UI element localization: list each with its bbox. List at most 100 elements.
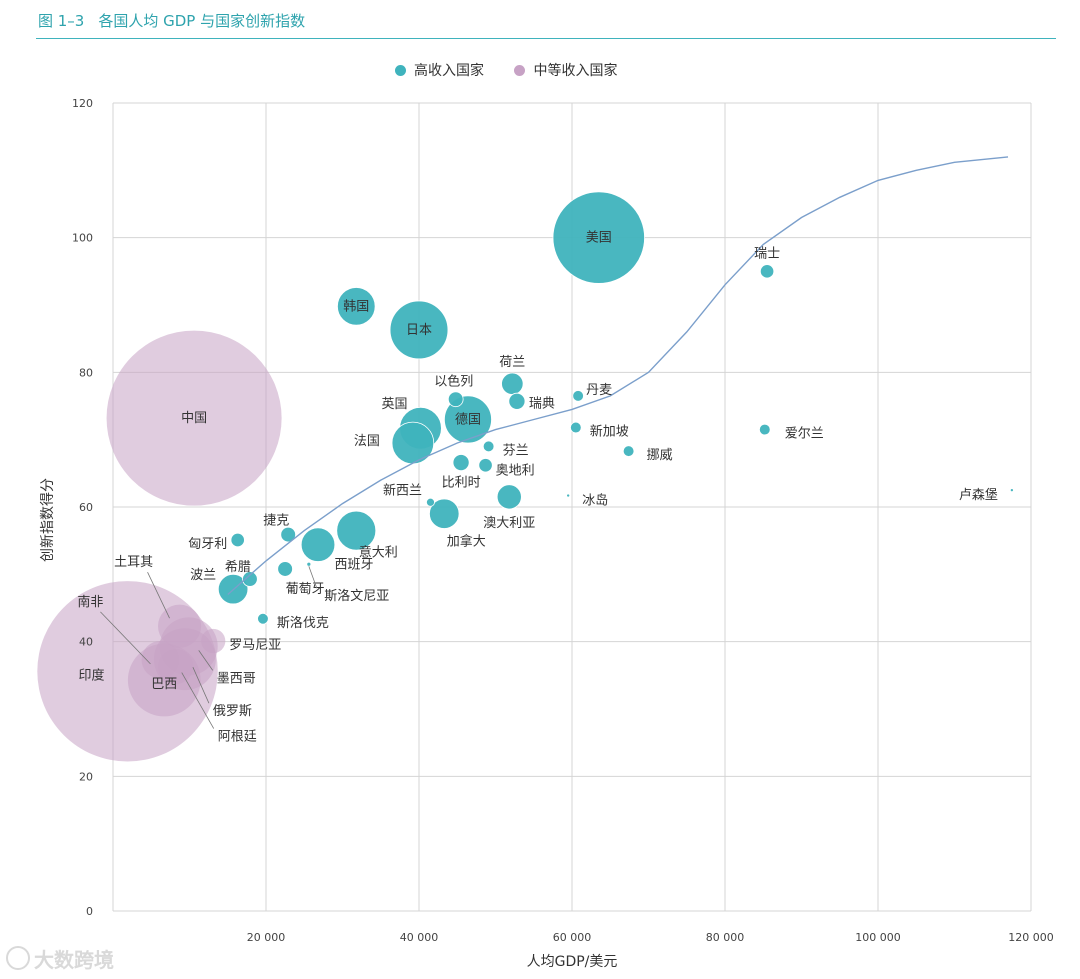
bubble-阿根廷 xyxy=(158,649,194,685)
axis-layer: 0 20 40 60 80 100 120 20 000 40 000 60 000 80 000 1… xyxy=(39,97,1054,970)
y-tick-label-3: 60 xyxy=(79,501,93,514)
bubble-德国 xyxy=(443,395,492,444)
bubble-label-英国: 英国 xyxy=(381,397,407,412)
bubble-土耳其 xyxy=(158,604,202,648)
bubble-label-波兰: 波兰 xyxy=(190,568,216,583)
x-tick-label-0: 20 000 xyxy=(247,931,286,944)
bubble-挪威 xyxy=(622,445,635,457)
bubble-斯洛伐克 xyxy=(257,612,269,625)
bubble-label-法国: 法国 xyxy=(354,434,380,449)
figure-header: 图 1–3 各国人均 GDP 与国家创新指数 xyxy=(36,4,1056,39)
bubble-荷兰 xyxy=(501,372,524,395)
bubble-label-荷兰: 荷兰 xyxy=(499,355,525,370)
bubble-新加坡 xyxy=(570,421,582,434)
legend-label-middle-income: 中等收入国家 xyxy=(533,63,618,79)
bubble-中国 xyxy=(106,330,282,506)
bubble-瑞典 xyxy=(508,392,526,410)
watermark-logo-icon xyxy=(6,946,30,970)
bubble-意大利 xyxy=(336,510,377,551)
bubble-label-新西兰: 新西兰 xyxy=(383,482,422,498)
bubble-丹麦 xyxy=(572,390,584,402)
bubble-罗马尼亚 xyxy=(201,628,226,654)
bubble-捷克 xyxy=(280,526,296,543)
trend-curve-layer xyxy=(227,156,1009,596)
bubble-label-斯洛伐克: 斯洛伐克 xyxy=(277,616,329,631)
bubble-比利时 xyxy=(452,454,470,472)
bubble-label-加拿大: 加拿大 xyxy=(447,534,486,550)
bubble-label-俄罗斯: 俄罗斯 xyxy=(213,704,252,719)
figure-title: 图 1–3 各国人均 GDP 与国家创新指数 xyxy=(38,10,305,31)
bubble-卢森堡 xyxy=(1009,488,1014,493)
bubble-label-罗马尼亚: 罗马尼亚 xyxy=(229,638,281,653)
figure-title-text: 各国人均 GDP 与国家创新指数 xyxy=(98,12,306,30)
leader-line-阿根廷 xyxy=(181,672,215,729)
bubble-layer xyxy=(37,191,1014,762)
leader-line-土耳其 xyxy=(147,572,170,619)
bubble-label-芬兰: 芬兰 xyxy=(503,443,529,458)
bubble-label-奥地利: 奥地利 xyxy=(496,463,535,478)
x-tick-label-4: 100 000 xyxy=(855,931,901,944)
bubble-label-匈牙利: 匈牙利 xyxy=(188,537,227,552)
bubble-label-巴西: 巴西 xyxy=(151,677,177,692)
bubble-斯洛文尼亚 xyxy=(306,561,312,567)
bubble-label-冰岛: 冰岛 xyxy=(582,493,608,509)
bubble-label-新加坡: 新加坡 xyxy=(590,424,629,440)
leader-line-斯洛文尼亚 xyxy=(308,566,318,589)
bubble-label-阿根廷: 阿根廷 xyxy=(218,730,257,745)
bubble-label-瑞典: 瑞典 xyxy=(529,396,555,411)
y-tick-label-4: 80 xyxy=(79,366,93,379)
y-tick-label-1: 20 xyxy=(79,770,93,783)
bubble-label-中国: 中国 xyxy=(181,411,207,426)
bubble-冰岛 xyxy=(566,493,571,498)
bubble-希腊 xyxy=(242,571,258,587)
watermark-text: 大数跨境 xyxy=(34,948,114,972)
bubble-label-墨西哥: 墨西哥 xyxy=(217,671,256,686)
leader-line-南非 xyxy=(100,611,151,665)
bubble-label-希腊: 希腊 xyxy=(225,560,251,575)
x-tick-label-5: 120 000 xyxy=(1008,931,1054,944)
bubble-label-卢森堡: 卢森堡 xyxy=(959,487,998,503)
legend-item-high-income: 高收入国家 xyxy=(395,60,484,80)
bubble-label-西班牙: 西班牙 xyxy=(334,558,373,573)
bubble-日本 xyxy=(389,300,449,360)
y-tick-label-0: 0 xyxy=(86,905,93,918)
bubble-芬兰 xyxy=(482,440,495,453)
leader-line-俄罗斯 xyxy=(192,667,210,704)
bubble-美国 xyxy=(552,191,645,284)
bubble-葡萄牙 xyxy=(277,561,293,577)
trend-curve xyxy=(227,156,1009,596)
bubble-label-瑞士: 瑞士 xyxy=(754,246,780,261)
bubble-label-德国: 德国 xyxy=(455,413,481,428)
bubble-奥地利 xyxy=(478,458,493,473)
bubble-label-斯洛文尼亚: 斯洛文尼亚 xyxy=(324,589,389,604)
x-tick-label-2: 60 000 xyxy=(553,931,592,944)
bubble-label-日本: 日本 xyxy=(406,323,432,338)
grid-layer xyxy=(112,102,1032,912)
bubble-label-印度: 印度 xyxy=(78,667,104,683)
bubble-label-丹麦: 丹麦 xyxy=(586,383,612,398)
bubble-韩国 xyxy=(337,287,376,326)
x-axis-title: 人均GDP/美元 xyxy=(527,954,618,970)
legend-swatch-middle-income xyxy=(514,65,526,76)
bubble-爱尔兰 xyxy=(758,423,771,436)
watermark: 大数跨境 xyxy=(6,944,114,973)
leader-line-墨西哥 xyxy=(198,650,214,671)
bubble-label-以色列: 以色列 xyxy=(434,373,473,389)
legend-swatch-high-income xyxy=(395,65,406,76)
bubble-label-韩国: 韩国 xyxy=(343,299,369,314)
bubble-label-葡萄牙: 葡萄牙 xyxy=(286,582,325,597)
bubble-label-美国: 美国 xyxy=(586,231,612,246)
y-tick-label-5: 100 xyxy=(72,232,93,245)
bubble-label-土耳其: 土耳其 xyxy=(114,555,153,570)
bubble-澳大利亚 xyxy=(496,484,522,510)
bubble-法国 xyxy=(391,421,435,465)
bubble-西班牙 xyxy=(300,527,336,562)
y-tick-label-6: 120 xyxy=(72,97,93,110)
bubble-加拿大 xyxy=(429,498,460,529)
legend-item-middle-income: 中等收入国家 xyxy=(514,60,617,80)
bubble-label-捷克: 捷克 xyxy=(263,514,289,529)
x-tick-label-3: 80 000 xyxy=(706,931,745,944)
bubble-以色列 xyxy=(447,391,464,408)
